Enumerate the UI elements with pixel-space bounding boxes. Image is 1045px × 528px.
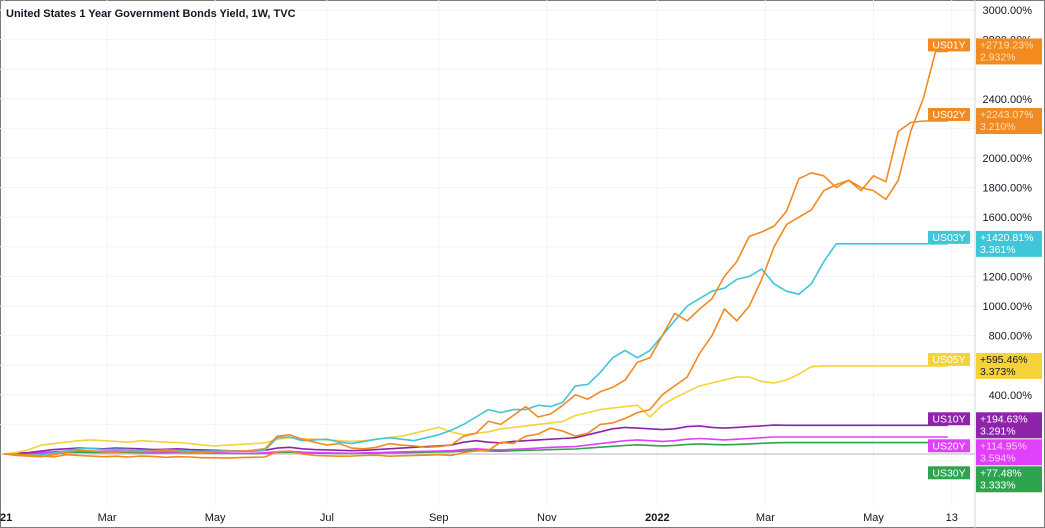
badge-value: 3.333% bbox=[980, 479, 1016, 491]
badge-name-bg bbox=[928, 230, 970, 244]
series-line-us01y bbox=[4, 50, 948, 459]
badge-series-name: US01Y bbox=[932, 39, 965, 51]
badge-us20y: US20Y +114.95%3.594% bbox=[928, 439, 1042, 466]
badge-us03y: US03Y +1420.81%3.361% bbox=[928, 230, 1042, 257]
series-line-us20y bbox=[3, 436, 948, 455]
badge-change: +1420.81% bbox=[980, 232, 1033, 244]
badge-change: +194.63% bbox=[980, 413, 1028, 425]
series-line-us02y bbox=[3, 120, 948, 458]
badge-value: 3.291% bbox=[980, 425, 1016, 437]
badge-value-bg bbox=[976, 466, 1042, 493]
badge-us05y: US05Y +595.46%3.373% bbox=[928, 352, 1042, 379]
badge-value-bg bbox=[976, 38, 1042, 65]
badge-change: +114.95% bbox=[980, 440, 1027, 452]
badge-value: 2.932% bbox=[980, 51, 1016, 63]
time-scale-ticks: 21 Mar May Jul Sep Nov 2022 Mar May 13 bbox=[0, 512, 958, 524]
y-tick-label: 1000.00% bbox=[982, 301, 1032, 313]
y-tick-label: 2400.00% bbox=[982, 94, 1032, 106]
y-tick-label: 1200.00% bbox=[982, 271, 1032, 283]
badge-value: 3.361% bbox=[980, 244, 1016, 256]
badge-us01y: US01Y +2719.23%2.932% bbox=[928, 38, 1042, 65]
badge-name-bg bbox=[928, 439, 970, 453]
badge-name-bg bbox=[928, 352, 970, 366]
badge-value: 3.373% bbox=[980, 366, 1016, 378]
y-tick-label: 400.00% bbox=[989, 390, 1033, 402]
badge-value-bg bbox=[976, 108, 1042, 134]
badge-value-bg bbox=[976, 439, 1042, 466]
badge-name-bg bbox=[928, 466, 970, 480]
y-tick-label: 2000.00% bbox=[982, 153, 1032, 165]
badge-us02y: US02Y +2243.07%3.210% bbox=[928, 108, 1042, 134]
badge-series-name: US10Y bbox=[932, 413, 965, 425]
badge-value: 3.594% bbox=[980, 452, 1016, 464]
x-tick-label: 13 bbox=[946, 512, 958, 524]
series-line-us03y bbox=[3, 243, 948, 457]
y-tick-label: 800.00% bbox=[989, 331, 1033, 343]
badge-change: +2719.23% bbox=[980, 39, 1033, 51]
x-tick-label: Sep bbox=[429, 512, 449, 524]
badge-value-bg bbox=[976, 230, 1042, 257]
x-tick-label: 2022 bbox=[645, 512, 669, 524]
badge-change: +77.48% bbox=[980, 467, 1022, 479]
badge-change: +2243.07% bbox=[980, 109, 1033, 121]
x-tick-label: 21 bbox=[0, 512, 12, 524]
price-scale-ticks: 3000.00%2800.00%2400.00%2000.00%1800.00%… bbox=[982, 5, 1032, 402]
badge-us10y: US10Y +194.63%3.291% bbox=[928, 412, 1042, 439]
grid bbox=[0, 0, 975, 505]
badge-value: 3.210% bbox=[980, 121, 1016, 133]
series-badges: US01Y +2719.23%2.932% US02Y +2243.07%3.210%… bbox=[928, 38, 1042, 493]
badge-series-name: US03Y bbox=[932, 232, 965, 244]
chart-title: United States 1 Year Government Bonds Yi… bbox=[6, 8, 296, 20]
badge-us30y: US30Y +77.48%3.333% bbox=[928, 466, 1042, 493]
x-tick-label: Jul bbox=[320, 512, 334, 524]
badge-series-name: US20Y bbox=[932, 440, 965, 452]
x-tick-label: Mar bbox=[98, 512, 117, 524]
badge-series-name: US02Y bbox=[932, 109, 965, 121]
badge-name-bg bbox=[928, 38, 970, 52]
badge-change: +595.46% bbox=[980, 354, 1028, 366]
series-lines bbox=[3, 50, 948, 459]
y-tick-label: 1600.00% bbox=[982, 212, 1032, 224]
y-tick-label: 1800.00% bbox=[982, 183, 1032, 195]
badge-value-bg bbox=[976, 352, 1042, 379]
x-tick-label: May bbox=[205, 512, 226, 524]
badge-series-name: US30Y bbox=[932, 467, 965, 479]
badge-value-bg bbox=[976, 412, 1042, 439]
x-tick-label: May bbox=[863, 512, 884, 524]
x-tick-label: Nov bbox=[537, 512, 557, 524]
badge-name-bg bbox=[928, 108, 970, 121]
badge-name-bg bbox=[928, 412, 970, 426]
x-tick-label: Mar bbox=[756, 512, 775, 524]
badge-series-name: US05Y bbox=[932, 354, 965, 366]
y-tick-label: 3000.00% bbox=[982, 5, 1032, 17]
